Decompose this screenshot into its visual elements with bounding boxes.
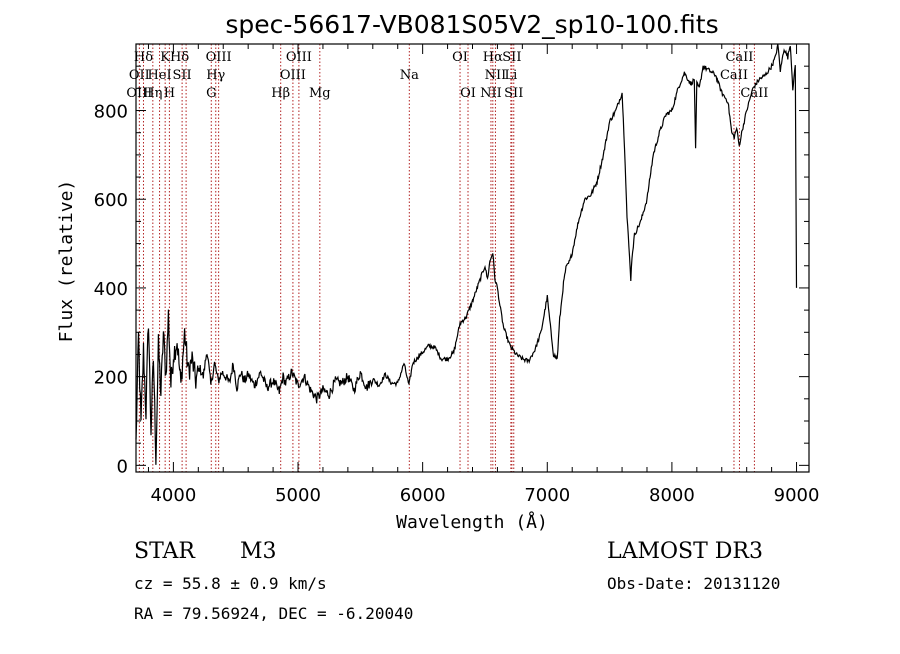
line-label: Hα <box>483 50 503 65</box>
redshift-line: cz = 55.8 ± 0.9 km/s <box>134 574 327 593</box>
y-tick-label: 600 <box>94 190 128 211</box>
spectrum-series-line <box>135 43 798 465</box>
line-label: Hγ <box>206 68 225 83</box>
x-tick-label: 7000 <box>524 485 570 506</box>
chart-title: spec-56617-VB081S05V2_sp10-100.fits <box>225 10 718 39</box>
line-label: HeI <box>147 68 171 83</box>
line-label: NII <box>480 86 502 101</box>
axis-ticks: 4000 5000 6000 7000 8000 9000 0 200 400 600 800 <box>94 44 820 506</box>
line-label: Li <box>504 68 517 83</box>
line-label: Na <box>400 68 419 83</box>
x-tick-label: 4000 <box>150 485 196 506</box>
line-label: H <box>164 86 175 101</box>
x-tick-label: 9000 <box>774 485 820 506</box>
line-label: OII <box>129 68 150 83</box>
line-label: OIII <box>206 50 232 65</box>
line-label: Mg <box>309 86 331 101</box>
line-label: K <box>160 50 170 65</box>
x-tick-label: 6000 <box>400 485 446 506</box>
line-label: OIII <box>280 68 306 83</box>
line-label: Hδ <box>170 50 189 65</box>
y-axis-label: Flux (relative) <box>56 180 77 343</box>
x-tick-label: 8000 <box>649 485 695 506</box>
y-tick-label: 200 <box>94 368 128 389</box>
line-label: OIII <box>126 86 152 101</box>
line-label: CaII <box>740 86 768 101</box>
line-label: SII <box>502 50 521 65</box>
line-label: OIII <box>286 50 312 65</box>
y-tick-label: 400 <box>94 279 128 300</box>
observation-date: Obs-Date: 20131120 <box>607 574 780 593</box>
object-class: STAR <box>134 539 196 564</box>
line-label: CaII <box>725 50 753 65</box>
line-label: SII <box>173 68 192 83</box>
coordinates: RA = 79.56924, DEC = -6.20040 <box>134 604 413 623</box>
plot-frame <box>135 43 810 473</box>
line-label: CaII <box>720 68 748 83</box>
line-label: OI <box>452 50 468 65</box>
line-label: NII <box>485 68 507 83</box>
line-label: OI <box>460 86 476 101</box>
line-label: G <box>206 86 216 101</box>
x-tick-label: 5000 <box>275 485 321 506</box>
line-label: Hδ <box>134 50 153 65</box>
object-subclass: M3 <box>240 539 277 564</box>
line-label: SII <box>504 86 523 101</box>
y-tick-label: 800 <box>94 102 128 123</box>
line-label: Hβ <box>271 86 290 101</box>
line-marker-layer <box>138 44 755 472</box>
line-label: Hη <box>143 86 162 101</box>
y-tick-label: 0 <box>117 456 128 477</box>
survey-name: LAMOST DR3 <box>607 539 763 564</box>
x-axis-label: Wavelength (Å) <box>396 511 548 533</box>
